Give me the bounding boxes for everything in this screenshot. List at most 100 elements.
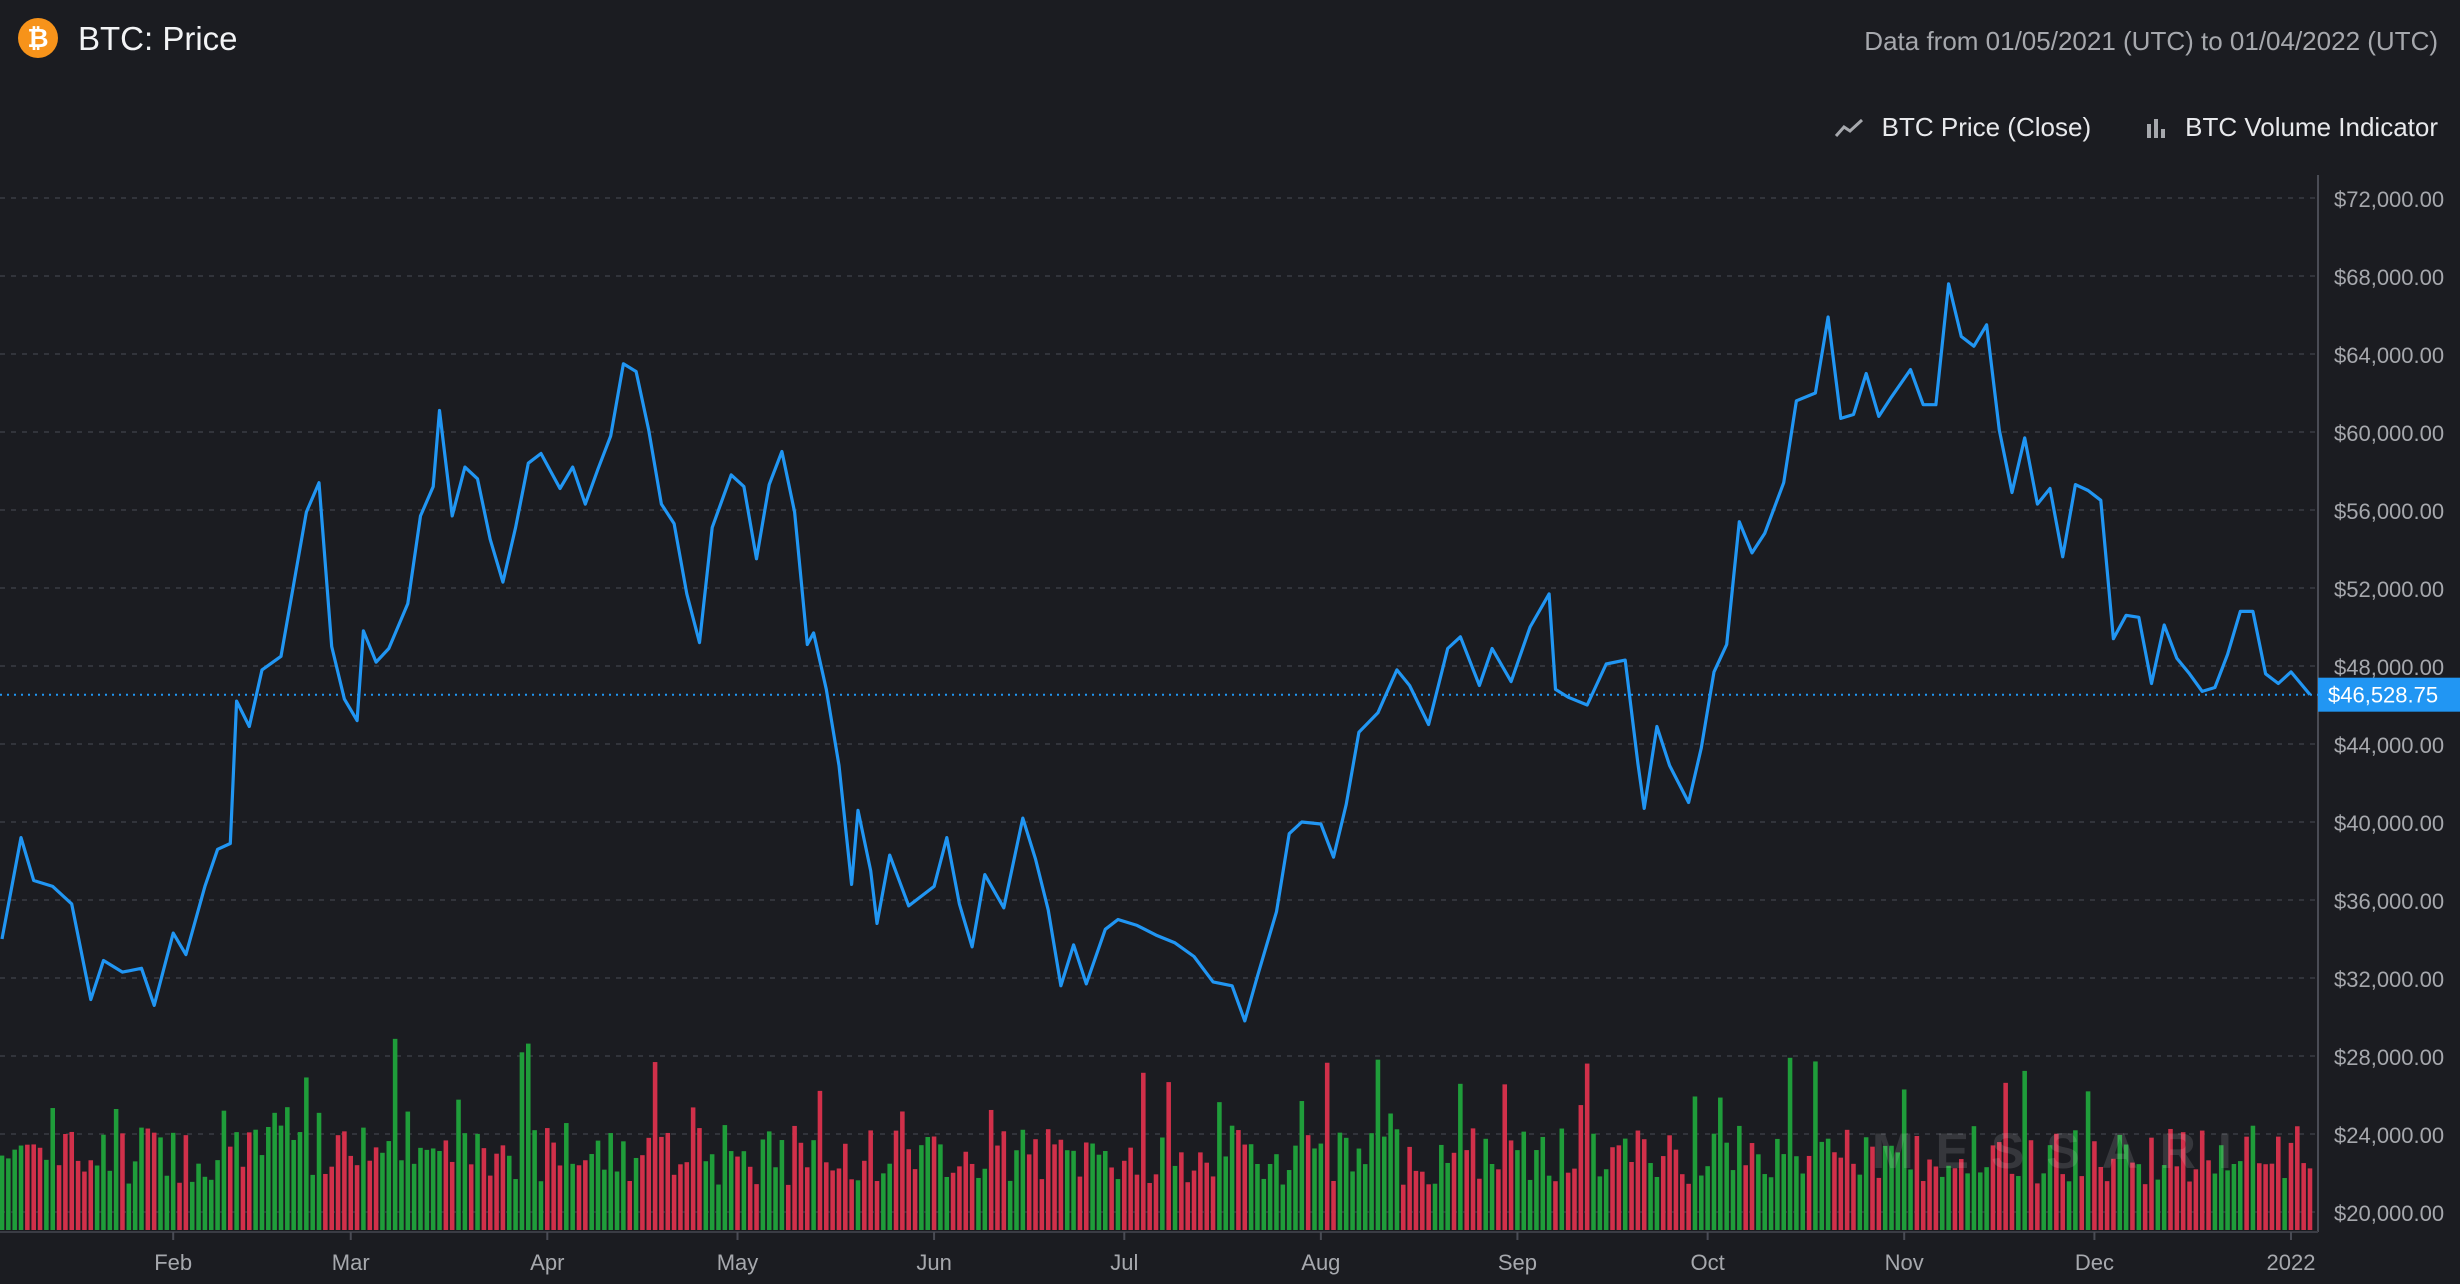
volume-bar	[570, 1163, 575, 1230]
volume-bar	[798, 1142, 804, 1230]
volume-bar	[1622, 1138, 1628, 1230]
volume-bar	[449, 1161, 455, 1230]
volume-bar	[2117, 1134, 2123, 1230]
volume-bar	[2161, 1165, 2167, 1230]
volume-bar	[849, 1179, 854, 1230]
volume-bar	[1001, 1131, 1007, 1230]
volume-bar	[2174, 1166, 2180, 1230]
volume-bar	[1267, 1163, 1273, 1230]
volume-bar	[2288, 1142, 2294, 1230]
volume-bar	[1978, 1172, 1983, 1230]
volume-bar	[1572, 1168, 1577, 1230]
x-tick-label: Sep	[1498, 1250, 1537, 1275]
volume-bar	[2193, 1169, 2199, 1230]
volume-bar	[893, 1130, 899, 1230]
volume-bar	[912, 1169, 918, 1230]
volume-bar	[1591, 1133, 1596, 1230]
volume-bar	[2136, 1164, 2142, 1230]
chart-header: ₿ BTC: Price Data from 01/05/2021 (UTC) …	[0, 0, 2460, 80]
legend-volume-label: BTC Volume Indicator	[2185, 112, 2438, 142]
volume-bar	[1305, 1135, 1311, 1230]
volume-bar	[1718, 1097, 1723, 1230]
volume-bar	[291, 1139, 296, 1230]
volume-bar	[564, 1123, 569, 1230]
volume-bar	[1401, 1184, 1406, 1230]
volume-bar	[2009, 1173, 2015, 1230]
volume-bar	[1546, 1175, 1552, 1230]
volume-bar	[1122, 1160, 1127, 1230]
volume-bar	[2237, 1161, 2243, 1230]
volume-bar	[342, 1131, 347, 1230]
volume-bar	[1223, 1156, 1229, 1230]
volume-bar	[1286, 1170, 1292, 1230]
volume-bar	[697, 1128, 702, 1230]
y-tick-label: $56,000.00	[2334, 499, 2444, 524]
volume-bar	[1045, 1129, 1051, 1230]
volume-bar	[1489, 1163, 1495, 1230]
volume-bar	[1420, 1171, 1425, 1230]
volume-bar	[373, 1147, 379, 1230]
volume-bar	[456, 1099, 461, 1230]
volume-bar	[1527, 1179, 1533, 1230]
volume-bar	[1229, 1125, 1235, 1230]
volume-bar	[1362, 1164, 1368, 1230]
volume-bar	[1052, 1144, 1057, 1230]
volume-bar	[741, 1151, 747, 1230]
volume-bar	[583, 1160, 588, 1230]
volume-bar	[1889, 1145, 1894, 1230]
volume-bar	[1794, 1156, 1799, 1230]
legend-item-price[interactable]: BTC Price (Close)	[1834, 112, 2091, 143]
y-tick-label: $40,000.00	[2334, 811, 2444, 836]
volume-bar	[348, 1155, 354, 1230]
volume-bar	[722, 1125, 728, 1230]
volume-bar	[392, 1038, 398, 1230]
volume-bar	[411, 1163, 417, 1230]
volume-bar	[2295, 1126, 2300, 1230]
x-tick-label: Aug	[1301, 1250, 1340, 1275]
volume-bar	[139, 1127, 144, 1230]
legend-item-volume[interactable]: BTC Volume Indicator	[2145, 112, 2438, 143]
volume-bar	[1667, 1135, 1672, 1230]
x-tick-label: 2022	[2267, 1250, 2316, 1275]
volume-bar	[1413, 1170, 1419, 1230]
volume-bar	[665, 1132, 671, 1230]
volume-bar	[1813, 1061, 1818, 1230]
volume-bar	[1236, 1130, 1241, 1230]
volume-bar	[1857, 1174, 1863, 1230]
volume-bar	[132, 1161, 138, 1230]
volume-bar	[1825, 1138, 1831, 1230]
volume-bar	[1255, 1164, 1260, 1230]
volume-bar	[2276, 1136, 2281, 1230]
volume-bar	[684, 1162, 690, 1230]
volume-bar	[1920, 1181, 1926, 1230]
volume-bar	[1172, 1165, 1178, 1230]
volume-bar	[817, 1090, 823, 1230]
volume-bar	[481, 1148, 487, 1230]
volume-bar	[1293, 1145, 1298, 1230]
volume-bar	[557, 1165, 563, 1230]
volume-bar	[2256, 1163, 2262, 1230]
volume-bar	[253, 1129, 258, 1230]
volume-bar	[63, 1133, 68, 1230]
y-tick-label: $20,000.00	[2334, 1201, 2444, 1226]
y-tick-label: $32,000.00	[2334, 967, 2444, 992]
volume-bar	[2244, 1136, 2249, 1230]
volume-bar	[919, 1145, 924, 1230]
volume-bar	[1261, 1178, 1267, 1230]
volume-bar	[804, 1167, 810, 1230]
volume-bar	[1895, 1152, 1901, 1230]
volume-bar	[1502, 1084, 1508, 1230]
volume-bar	[1077, 1176, 1083, 1230]
volume-bar	[2168, 1128, 2173, 1230]
volume-bar	[418, 1147, 423, 1230]
volume-bar	[101, 1134, 106, 1230]
volume-bar	[2231, 1163, 2237, 1230]
volume-bar	[399, 1160, 404, 1230]
x-tick-label: Nov	[1885, 1250, 1924, 1275]
volume-bar	[240, 1166, 246, 1230]
volume-bar	[595, 1140, 601, 1230]
volume-bar	[1147, 1182, 1152, 1230]
volume-bar	[1350, 1171, 1355, 1230]
volume-bar	[1901, 1089, 1907, 1230]
